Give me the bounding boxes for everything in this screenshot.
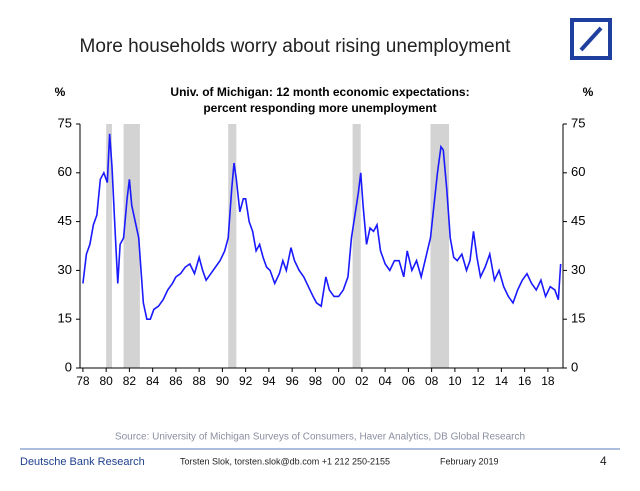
x-tick-label: 86 <box>169 374 183 388</box>
x-tick-label: 80 <box>99 374 113 388</box>
recession-band <box>352 124 361 368</box>
logo <box>570 18 612 60</box>
y-tick-label: 75 <box>58 115 72 130</box>
x-tick-label: 84 <box>146 374 160 388</box>
recession-band <box>123 124 140 368</box>
footer-author: Torsten Slok, torsten.slok@db.com +1 212… <box>180 456 390 466</box>
y2-tick-label: 45 <box>571 213 585 228</box>
y-tick-label: 45 <box>58 213 72 228</box>
y2-axis-label: % <box>583 85 594 99</box>
x-tick-label: 02 <box>355 374 369 388</box>
x-tick-label: 08 <box>425 374 439 388</box>
series-line <box>82 133 562 320</box>
page-number: 4 <box>600 454 607 468</box>
recession-band <box>228 124 237 368</box>
x-tick-label: 96 <box>285 374 299 388</box>
chart-subtitle: percent responding more unemployment <box>203 101 436 115</box>
x-tick-label: 92 <box>239 374 253 388</box>
x-tick-label: 12 <box>471 374 485 388</box>
x-tick-label: 94 <box>262 374 276 388</box>
y-tick-label: 60 <box>58 164 72 179</box>
x-tick-label: 14 <box>495 374 509 388</box>
source: Source: University of Michigan Surveys o… <box>115 432 525 443</box>
y-tick-label: 30 <box>58 262 72 277</box>
slide-title: More households worry about rising unemp… <box>80 36 512 57</box>
y2-tick-label: 15 <box>571 311 585 326</box>
y-tick-label: 0 <box>65 359 72 374</box>
plot: 0 15 30 45 60 75 0 15 30 45 60 75 78 80 82 84 86 88 90 92 94… <box>58 115 586 388</box>
x-tick-label: 00 <box>332 374 346 388</box>
x-tick-label: 18 <box>541 374 555 388</box>
footer-brand: Deutsche Bank Research <box>20 456 145 468</box>
y-tick-label: 15 <box>58 311 72 326</box>
x-tick-label: 90 <box>216 374 230 388</box>
y2-tick-label: 60 <box>571 164 585 179</box>
x-tick-label: 98 <box>309 374 323 388</box>
footer-date: February 2019 <box>440 456 499 466</box>
x-tick-label: 06 <box>402 374 416 388</box>
x-tick-label: 04 <box>378 374 392 388</box>
chart-subtitle: Univ. of Michigan: 12 month economic exp… <box>170 85 469 99</box>
y2-tick-label: 75 <box>571 115 585 130</box>
x-tick-label: 82 <box>123 374 137 388</box>
y-axis-label: % <box>55 85 66 99</box>
x-tick-label: 10 <box>448 374 462 388</box>
y2-tick-label: 0 <box>571 359 578 374</box>
recession-band <box>106 124 112 368</box>
recession-band <box>430 124 450 368</box>
y2-tick-label: 30 <box>571 262 585 277</box>
x-tick-label: 78 <box>76 374 90 388</box>
x-tick-label: 88 <box>192 374 206 388</box>
x-tick-label: 16 <box>518 374 532 388</box>
